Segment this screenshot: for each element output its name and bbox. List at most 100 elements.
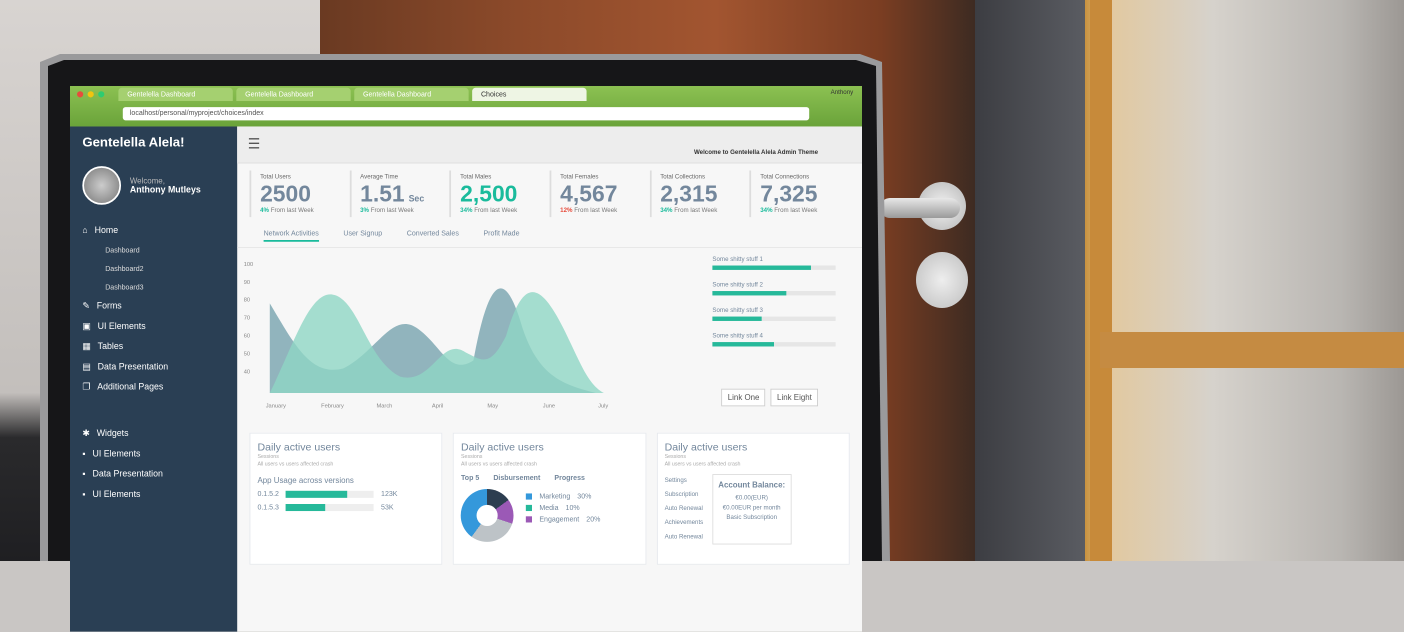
stat-change: 34% [760,207,773,214]
sidebar-item-ui-elements-2[interactable]: ▪ UI Elements [82,444,225,464]
y-tick-label: 50 [244,351,250,357]
stat-note: From last Week [474,207,518,214]
progress-item: Some shitty stuff 1 [712,256,836,270]
stat-change: 3% [360,207,370,214]
sidebar-item-tables[interactable]: ▦ Tables [82,337,225,357]
panel-subtitle: Sessions [664,454,687,460]
settings-link[interactable]: Settings [664,477,687,484]
tab-network-activities[interactable]: Network Activities [263,229,319,242]
progress-item: Some shitty stuff 4 [712,333,836,347]
progress-item: Some shitty stuff 2 [712,282,836,296]
legend-value: 10% [565,504,580,512]
user-name: Anthony Mutleys [129,185,201,195]
stat-value: 1.51 [360,180,405,207]
tab-converted-sales[interactable]: Converted Sales [406,229,459,238]
column-header: Top 5 [461,474,480,482]
x-tick-label: July [598,404,608,410]
menu-toggle-icon[interactable]: ☰ [247,137,261,152]
stat-note: From last Week [774,207,818,214]
brand-logo[interactable]: Gentelella Alela! [82,135,185,151]
panel-note: All users vs users affected crash [664,461,741,468]
tab-profit-made[interactable]: Profit Made [483,229,520,238]
main-content: ☰ Welcome to Gentelella Alela Admin Them… [237,126,862,631]
browser-tab-active[interactable]: Choices [472,87,587,101]
edit-icon: ✎ [82,301,90,312]
stat-change: 12% [560,207,573,214]
panel-note: All users vs users affected crash [257,461,334,468]
browser-tab[interactable]: Gentelella Dashboard [354,87,469,101]
panel-note: All users vs users affected crash [461,461,537,468]
account-plan: Basic Subscription [726,514,778,521]
stat-total-connections: Total Connections 7,325 34% From last Week [749,170,850,218]
panel-top5: Daily active users Sessions All users vs… [453,432,647,565]
window-controls[interactable] [77,91,105,98]
auto-renewal-link[interactable]: Auto Renewal [664,505,703,512]
stat-label: Average Time [360,174,399,181]
stat-change: 34% [660,207,673,214]
browser-user[interactable]: Anthony [830,89,854,96]
y-tick-label: 70 [244,316,250,322]
table-icon: ▦ [82,342,91,352]
sidebar-item-widgets[interactable]: ✱ Widgets [82,424,225,444]
sidebar-item-ui-elements[interactable]: ▣ UI Elements [82,317,225,337]
link-eight-button[interactable]: Link Eight [770,388,818,407]
stat-value: 4,567 [560,180,618,207]
sidebar-item-home[interactable]: ⌂ Home [82,221,225,241]
bottom-panels: Daily active users Sessions All users vs… [237,424,862,574]
stat-label: Total Females [560,174,599,181]
sidebar-item-forms[interactable]: ✎ Forms [82,296,225,316]
stat-note: From last Week [674,207,718,214]
auto-renewal-link-2[interactable]: Auto Renewal [664,533,703,541]
stat-average-time: Average Time 1.51 Sec 3% From last Week [349,170,450,218]
stat-change: 34% [460,207,473,214]
sidebar-item-data-presentation-2[interactable]: ▪ Data Presentation [82,464,225,484]
sidebar-item-label: Data Presentation [92,469,163,480]
version-value: 53K [381,503,394,512]
desktop-icon: ▣ [82,321,91,332]
y-tick-label: 100 [244,262,254,268]
y-tick-label: 80 [244,298,250,304]
welcome-text: Welcome, [129,176,165,185]
avatar[interactable] [82,166,122,205]
sidebar-item-additional-pages[interactable]: ❐ Additional Pages [82,377,225,397]
browser-tab[interactable]: Gentelella Dashboard [236,87,351,101]
panel-app-usage: Daily active users Sessions All users vs… [249,432,443,565]
stat-value: 2,315 [660,180,718,207]
column-header: Disbursement [493,474,541,482]
progress-label: Some shitty stuff 1 [712,256,763,263]
progress-label: Some shitty stuff 3 [712,307,763,314]
stat-label: Total Users [260,174,291,181]
stat-note: From last Week [370,207,414,214]
stat-label: Total Connections [760,174,810,181]
y-tick-label: 60 [244,334,250,340]
sidebar-subitem-dashboard3[interactable]: Dashboard3 [105,283,144,292]
stat-label: Total Males [460,174,492,181]
windows-icon: ▪ [82,449,86,460]
legend-item: Media 10% [526,504,600,512]
tab-user-signup[interactable]: User Signup [343,229,383,238]
welcome-message: Welcome to Gentelella Alela Admin Theme [693,149,818,156]
y-tick-label: 40 [244,369,250,375]
browser-chrome: Gentelella Dashboard Gentelella Dashboar… [70,86,862,127]
sidebar-item-ui-elements-3[interactable]: ▪ UI Elements [82,485,225,505]
progress-label: Some shitty stuff 4 [712,333,763,340]
panel-title: Daily active users [664,440,748,453]
account-balance-value: €0.00(EUR) [735,495,768,502]
progress-item: Some shitty stuff 3 [712,307,836,321]
x-tick-label: April [432,404,443,410]
link-one-button[interactable]: Link One [721,388,766,407]
sidebar-item-data-presentation[interactable]: ▤ Data Presentation [82,357,225,377]
chart-icon: ▤ [82,362,91,372]
sidebar-subitem-dashboard[interactable]: Dashboard [105,246,140,255]
sidebar-item-label: Tables [97,342,124,352]
panel-subtitle: Sessions [461,454,483,460]
achievements-link[interactable]: Achievements [664,519,704,526]
donut-chart [461,489,514,542]
subscription-link[interactable]: Subscription [664,491,699,498]
sitemap-icon: ▪ [82,469,86,480]
panel-title: Daily active users [461,440,544,453]
sidebar-subitem-dashboard2[interactable]: Dashboard2 [105,264,144,273]
browser-tab[interactable]: Gentelella Dashboard [118,87,233,101]
address-bar[interactable]: localhost/personal/myproject/choices/ind… [122,107,810,121]
legend-item: Engagement 20% [526,515,600,523]
